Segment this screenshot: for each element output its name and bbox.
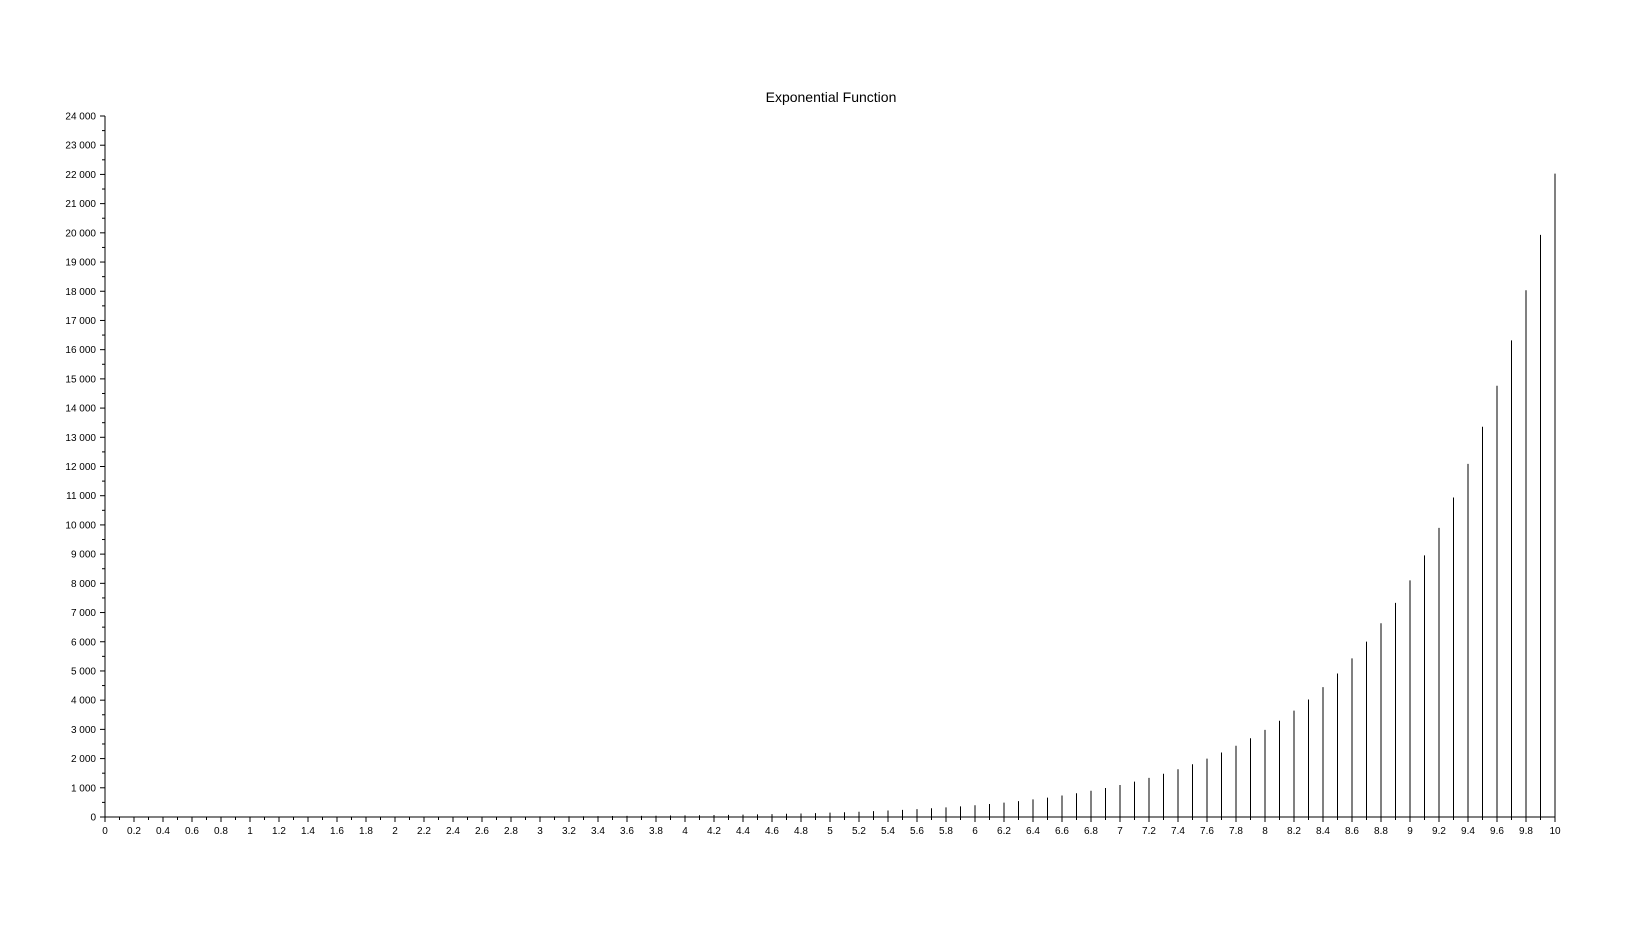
x-axis: 0 0.2 0.4 0.6 0.8 1 1.2 1.4 1.6 1.8 2 2.2 2.4 2.6 2.8 3… <box>102 816 1561 837</box>
y-tick-label: 2 000 <box>71 754 96 765</box>
x-tick-label: 5.2 <box>852 826 866 837</box>
y-tick-label: 13 000 <box>65 433 96 444</box>
x-tick-label: 3 <box>537 826 543 837</box>
x-tick-label: 6.2 <box>997 826 1011 837</box>
x-tick-label: 7 <box>1117 826 1123 837</box>
x-tick-label: 4.6 <box>765 826 779 837</box>
x-tick-label: 2.6 <box>475 826 489 837</box>
x-tick-label: 9.6 <box>1490 826 1504 837</box>
x-tick-label: 0.4 <box>156 826 170 837</box>
x-tick-label: 6.4 <box>1026 826 1040 837</box>
x-tick-label: 7.6 <box>1200 826 1214 837</box>
x-tick-label: 4.4 <box>736 826 750 837</box>
x-tick-label: 5.4 <box>881 826 895 837</box>
x-tick-label: 0.8 <box>214 826 228 837</box>
x-tick-label: 4.8 <box>794 826 808 837</box>
x-tick-label: 3.4 <box>591 826 605 837</box>
x-tick-label: 9.2 <box>1432 826 1446 837</box>
x-tick-label: 1 <box>247 826 253 837</box>
x-tick-label: 4 <box>682 826 688 837</box>
y-tick-label: 22 000 <box>65 170 96 181</box>
x-tick-label: 1.4 <box>301 826 315 837</box>
x-tick-label: 6.6 <box>1055 826 1069 837</box>
y-tick-label: 24 000 <box>65 112 96 123</box>
y-tick-label: 18 000 <box>65 287 96 298</box>
x-tick-label: 7.2 <box>1142 826 1156 837</box>
y-tick-label: 19 000 <box>65 258 96 269</box>
x-tick-label: 8.6 <box>1345 826 1359 837</box>
x-tick-label: 1.6 <box>330 826 344 837</box>
y-tick-label: 1 000 <box>71 783 96 794</box>
stem-series <box>104 173 1556 817</box>
y-tick-label: 21 000 <box>65 199 96 210</box>
x-tick-label: 2.8 <box>504 826 518 837</box>
x-tick-label: 2.2 <box>417 826 431 837</box>
x-tick-label: 10 <box>1549 826 1561 837</box>
x-tick-label: 2.4 <box>446 826 460 837</box>
x-tick-label: 8.2 <box>1287 826 1301 837</box>
y-tick-label: 17 000 <box>65 316 96 327</box>
x-tick-label: 0.6 <box>185 826 199 837</box>
x-tick-label: 9 <box>1407 826 1413 837</box>
y-axis: 0 1 000 2 000 3 000 4 000 5 000 6 000 7 000 8 00… <box>65 112 106 824</box>
y-tick-label: 15 000 <box>65 374 96 385</box>
x-tick-label: 1.8 <box>359 826 373 837</box>
y-tick-label: 20 000 <box>65 228 96 239</box>
x-tick-label: 5 <box>827 826 833 837</box>
x-tick-label: 0 <box>102 826 108 837</box>
y-tick-label: 23 000 <box>65 141 96 152</box>
y-tick-label: 8 000 <box>71 579 96 590</box>
x-tick-label: 9.4 <box>1461 826 1475 837</box>
y-tick-label: 12 000 <box>65 462 96 473</box>
y-tick-label: 16 000 <box>65 345 96 356</box>
y-tick-label: 6 000 <box>71 637 96 648</box>
x-tick-label: 9.8 <box>1519 826 1533 837</box>
x-tick-label: 8.4 <box>1316 826 1330 837</box>
y-tick-label: 4 000 <box>71 696 96 707</box>
y-tick-label: 14 000 <box>65 404 96 415</box>
chart-title: Exponential Function <box>766 89 897 105</box>
x-tick-label: 5.8 <box>939 826 953 837</box>
x-tick-label: 0.2 <box>127 826 141 837</box>
x-tick-label: 7.4 <box>1171 826 1185 837</box>
x-tick-label: 3.6 <box>620 826 634 837</box>
x-tick-label: 2 <box>392 826 398 837</box>
y-tick-label: 11 000 <box>66 491 96 502</box>
x-tick-label: 8.8 <box>1374 826 1388 837</box>
y-tick-label: 7 000 <box>71 608 96 619</box>
y-tick-label: 0 <box>90 813 96 824</box>
x-tick-label: 6 <box>972 826 978 837</box>
y-tick-label: 10 000 <box>65 520 96 531</box>
x-tick-label: 8 <box>1262 826 1268 837</box>
x-tick-label: 5.6 <box>910 826 924 837</box>
y-tick-label: 3 000 <box>71 725 96 736</box>
x-tick-label: 7.8 <box>1229 826 1243 837</box>
x-tick-label: 4.2 <box>707 826 721 837</box>
y-tick-label: 5 000 <box>71 666 96 677</box>
x-tick-label: 6.8 <box>1084 826 1098 837</box>
y-tick-label: 9 000 <box>71 550 96 561</box>
x-tick-label: 3.2 <box>562 826 576 837</box>
x-tick-label: 3.8 <box>649 826 663 837</box>
x-tick-label: 1.2 <box>272 826 286 837</box>
